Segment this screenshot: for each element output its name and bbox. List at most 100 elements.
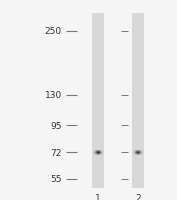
Bar [94,152,95,153]
Bar [103,150,104,151]
Bar [99,151,100,152]
Bar [140,152,141,153]
Bar [97,151,98,152]
Bar [143,151,144,152]
Bar [134,152,135,153]
Bar [97,154,98,155]
Bar [134,151,135,152]
Bar [138,150,139,151]
Bar [136,153,137,154]
Bar [101,153,102,154]
Bar [143,150,144,151]
Bar [95,152,96,153]
Bar [135,153,136,154]
Bar [137,153,138,154]
Bar [93,150,94,151]
Bar [137,150,138,151]
Bar [95,153,96,154]
Bar [142,152,143,153]
Bar [97,150,98,151]
Bar [132,153,133,154]
Bar [98,153,99,154]
Bar [139,150,140,151]
Bar [142,153,143,154]
Bar [95,151,96,152]
Bar [96,153,97,154]
Bar [132,152,133,153]
Bar [138,152,139,153]
Bar [98,152,99,153]
Bar [100,152,101,153]
Bar [98,154,99,155]
Text: 55: 55 [50,174,62,183]
Bar [133,152,134,153]
Bar [102,153,103,154]
Bar [99,152,100,153]
Text: 2: 2 [135,194,141,200]
Text: 95: 95 [50,121,62,130]
Bar [98,150,99,151]
Bar [132,150,133,151]
Bar [100,151,101,152]
Bar [134,150,135,151]
Bar [135,152,136,153]
Bar [141,151,142,152]
Bar [95,154,96,155]
Bar [99,150,100,151]
Text: 72: 72 [51,148,62,157]
Bar [101,154,102,155]
Bar [136,154,137,155]
Bar [132,151,133,152]
Bar [92,14,104,188]
Bar [101,152,102,153]
Bar [139,153,140,154]
Bar [133,150,134,151]
Bar [100,153,101,154]
Bar [133,153,134,154]
Bar [134,153,135,154]
Bar [137,151,138,152]
Bar [94,151,95,152]
Bar [132,154,133,155]
Text: 250: 250 [45,27,62,36]
Bar [103,151,104,152]
Bar [96,150,97,151]
Bar [102,154,103,155]
Bar [137,154,138,155]
Bar [135,150,136,151]
Bar [96,152,97,153]
Bar [133,154,134,155]
Bar [135,151,136,152]
Bar [139,151,140,152]
Bar [98,151,99,152]
Bar [140,150,141,151]
Bar [136,151,137,152]
Bar [136,152,137,153]
Bar [139,152,140,153]
Bar [140,151,141,152]
Bar [96,151,97,152]
Bar [93,153,94,154]
Bar [134,154,135,155]
Bar [101,151,102,152]
Text: 130: 130 [45,91,62,100]
Bar [136,150,137,151]
Bar [141,150,142,151]
Text: 1: 1 [95,194,101,200]
Bar [99,153,100,154]
Bar [93,154,94,155]
Bar [93,151,94,152]
Bar [142,154,143,155]
Bar [100,154,101,155]
Bar [102,152,103,153]
Bar [94,153,95,154]
Bar [102,151,103,152]
Bar [143,152,144,153]
Bar [132,14,144,188]
Bar [103,153,104,154]
Bar [140,154,141,155]
Bar [95,150,96,151]
Bar [96,154,97,155]
Bar [138,151,139,152]
Bar [138,154,139,155]
